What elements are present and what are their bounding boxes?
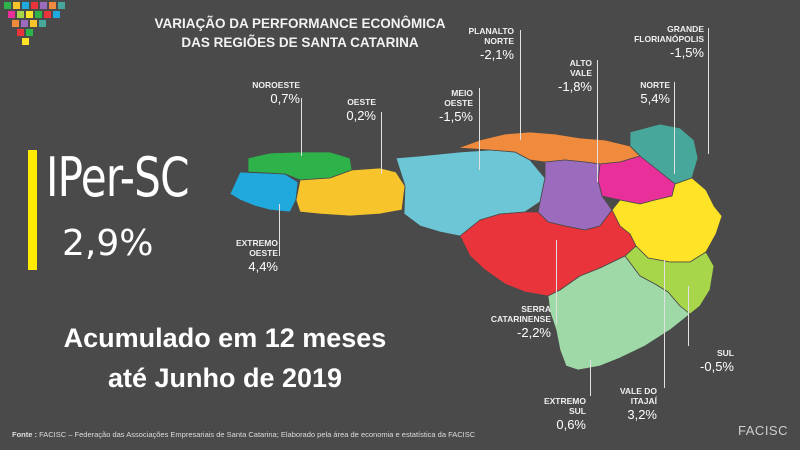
indicator-name: IPer-SC <box>46 146 190 209</box>
label-serra-catarinense: SERRA CATARINENSE -2,2% <box>491 304 551 341</box>
region-meio-oeste <box>395 149 546 237</box>
source-footer: Fonte : FACISC – Federação das Associaçõ… <box>12 430 475 439</box>
region-value: -2,2% <box>517 325 551 340</box>
region-name: NORTE <box>640 80 670 90</box>
indicator-accent-bar <box>28 150 37 270</box>
region-extremo-oeste <box>229 171 299 213</box>
label-oeste: OESTE 0,2% <box>346 97 376 124</box>
label-sul: SUL -0,5% <box>700 348 734 375</box>
region-name: NOROESTE <box>252 80 300 90</box>
region-name: SUL <box>569 406 586 416</box>
region-value: 0,6% <box>556 417 586 432</box>
region-name: VALE <box>569 68 592 78</box>
region-value: -2,1% <box>480 47 514 62</box>
label-alto-vale: ALTO VALE -1,8% <box>558 58 592 95</box>
region-serra-catarinense <box>459 209 637 297</box>
region-value: 3,2% <box>627 407 657 422</box>
source-label: Fonte : <box>12 430 37 439</box>
region-value: 0,2% <box>346 108 376 123</box>
source-text: FACISC – Federação das Associações Empre… <box>39 430 476 439</box>
region-name: ALTO <box>569 58 592 68</box>
region-name: EXTREMO <box>543 396 586 406</box>
region-name: FLORIANÓPOLIS <box>634 34 704 44</box>
label-grande-florianopolis: GRANDE FLORIANÓPOLIS -1,5% <box>634 24 704 61</box>
region-oeste <box>295 167 406 217</box>
title-line-2: DAS REGIÕES DE SANTA CATARINA <box>181 35 419 50</box>
label-norte: NORTE 5,4% <box>640 80 670 107</box>
region-name: MEIO <box>451 88 473 98</box>
label-meio-oeste: MEIO OESTE -1,5% <box>439 88 473 125</box>
region-value: 4,4% <box>248 259 278 274</box>
region-name: OESTE <box>347 97 376 107</box>
label-noroeste: NOROESTE 0,7% <box>252 80 300 107</box>
region-value: 5,4% <box>640 91 670 106</box>
region-name: CATARINENSE <box>490 314 551 324</box>
region-extremo-sul <box>547 255 691 371</box>
region-name: ITAJAÍ <box>630 396 657 406</box>
chart-title: VARIAÇÃO DA PERFORMANCE ECONÔMICA DAS RE… <box>0 14 560 52</box>
region-name: EXTREMO <box>235 238 278 248</box>
region-value: -1,8% <box>558 79 592 94</box>
label-planalto-norte: PLANALTO NORTE -2,1% <box>469 26 515 63</box>
region-name: SERRA <box>521 304 551 314</box>
region-name: SUL <box>717 348 734 358</box>
logo-mosaic <box>4 2 65 45</box>
label-extremo-oeste: EXTREMO OESTE 4,4% <box>236 238 278 275</box>
period-caption: Acumulado em 12 meses até Junho de 2019 <box>40 318 410 398</box>
label-vale-do-itajai: VALE DO ITAJAÍ 3,2% <box>620 386 657 423</box>
region-name: GRANDE <box>667 24 704 34</box>
period-line-1: Acumulado em 12 meses <box>63 323 387 353</box>
brand-logo-text: FACISC <box>738 423 788 438</box>
region-value: -1,5% <box>670 45 704 60</box>
region-name: OESTE <box>249 248 278 258</box>
label-extremo-sul: EXTREMO SUL 0,6% <box>544 396 586 433</box>
region-name: VALE DO <box>619 386 657 396</box>
indicator-value: 2,9% <box>62 223 154 264</box>
region-name: PLANALTO <box>468 26 515 36</box>
region-value: 0,7% <box>270 91 300 106</box>
title-line-1: VARIAÇÃO DA PERFORMANCE ECONÔMICA <box>154 16 446 31</box>
region-name: NORTE <box>484 36 514 46</box>
period-line-2: até Junho de 2019 <box>107 363 343 393</box>
region-name: OESTE <box>444 98 473 108</box>
region-value: -1,5% <box>439 109 473 124</box>
region-value: -0,5% <box>700 359 734 374</box>
